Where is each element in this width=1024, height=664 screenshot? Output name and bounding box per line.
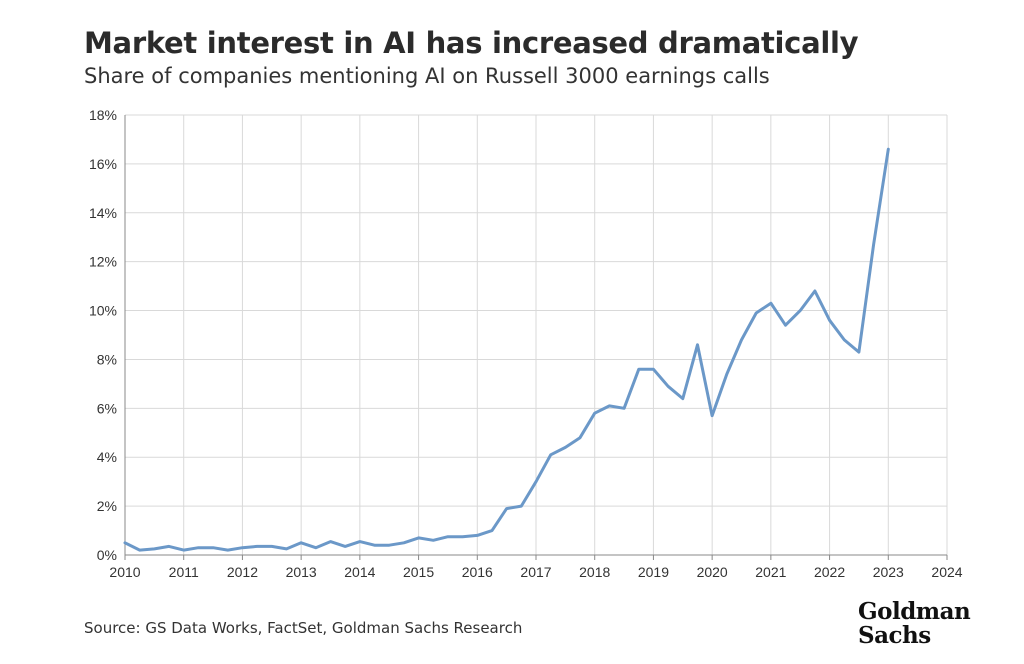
goldman-sachs-logo: Goldman Sachs bbox=[858, 598, 971, 649]
y-axis-tick-labels: 0% 2% 4% 6% 8% 10% 12% 14% 16% 18% bbox=[89, 107, 117, 563]
x-tick-label: 2022 bbox=[814, 564, 845, 580]
y-tick-label: 14% bbox=[89, 205, 117, 221]
y-tick-label: 2% bbox=[97, 498, 117, 514]
y-tick-label: 0% bbox=[97, 547, 117, 563]
y-tick-label: 4% bbox=[97, 449, 117, 465]
chart-title: Market interest in AI has increased dram… bbox=[84, 26, 859, 60]
source-note: Source: GS Data Works, FactSet, Goldman … bbox=[84, 619, 523, 637]
y-tick-label: 8% bbox=[97, 351, 117, 367]
x-tick-label: 2012 bbox=[227, 564, 258, 580]
x-tick-label: 2014 bbox=[344, 564, 375, 580]
x-tick-label: 2010 bbox=[109, 564, 140, 580]
x-tick-label: 2024 bbox=[931, 564, 962, 580]
grid-lines bbox=[125, 114, 948, 555]
series-group bbox=[123, 147, 890, 552]
x-tick-label: 2021 bbox=[755, 564, 786, 580]
series-line bbox=[123, 147, 890, 552]
x-tick-label: 2018 bbox=[579, 564, 610, 580]
x-tick-label: 2013 bbox=[286, 564, 317, 580]
y-tick-label: 18% bbox=[89, 107, 117, 123]
x-tick-label: 2016 bbox=[462, 564, 493, 580]
logo-line-1: Goldman bbox=[858, 598, 971, 625]
y-tick-label: 6% bbox=[97, 400, 117, 416]
y-tick-label: 10% bbox=[89, 303, 117, 319]
line-chart: 0%2%4%6%8%10%12%14%16%18% 2010 2011 2012 20… bbox=[89, 107, 963, 580]
chart-subtitle: Share of companies mentioning AI on Russ… bbox=[84, 64, 770, 88]
x-tick-label: 2011 bbox=[169, 564, 199, 580]
x-tick-label: 2015 bbox=[403, 564, 434, 580]
logo-line-2: Sachs bbox=[858, 622, 931, 649]
x-tick-label: 2023 bbox=[873, 564, 904, 580]
axes bbox=[124, 115, 948, 560]
y-tick-label: 16% bbox=[89, 156, 117, 172]
y-tick-label: 12% bbox=[89, 254, 117, 270]
x-tick-label: 2019 bbox=[638, 564, 669, 580]
x-tick-label: 2017 bbox=[520, 564, 551, 580]
x-tick-label: 2020 bbox=[697, 564, 728, 580]
x-axis-tick-labels: 2010 2011 2012 2013 2014 2015 2016 2017 2018 2019… bbox=[109, 564, 962, 580]
